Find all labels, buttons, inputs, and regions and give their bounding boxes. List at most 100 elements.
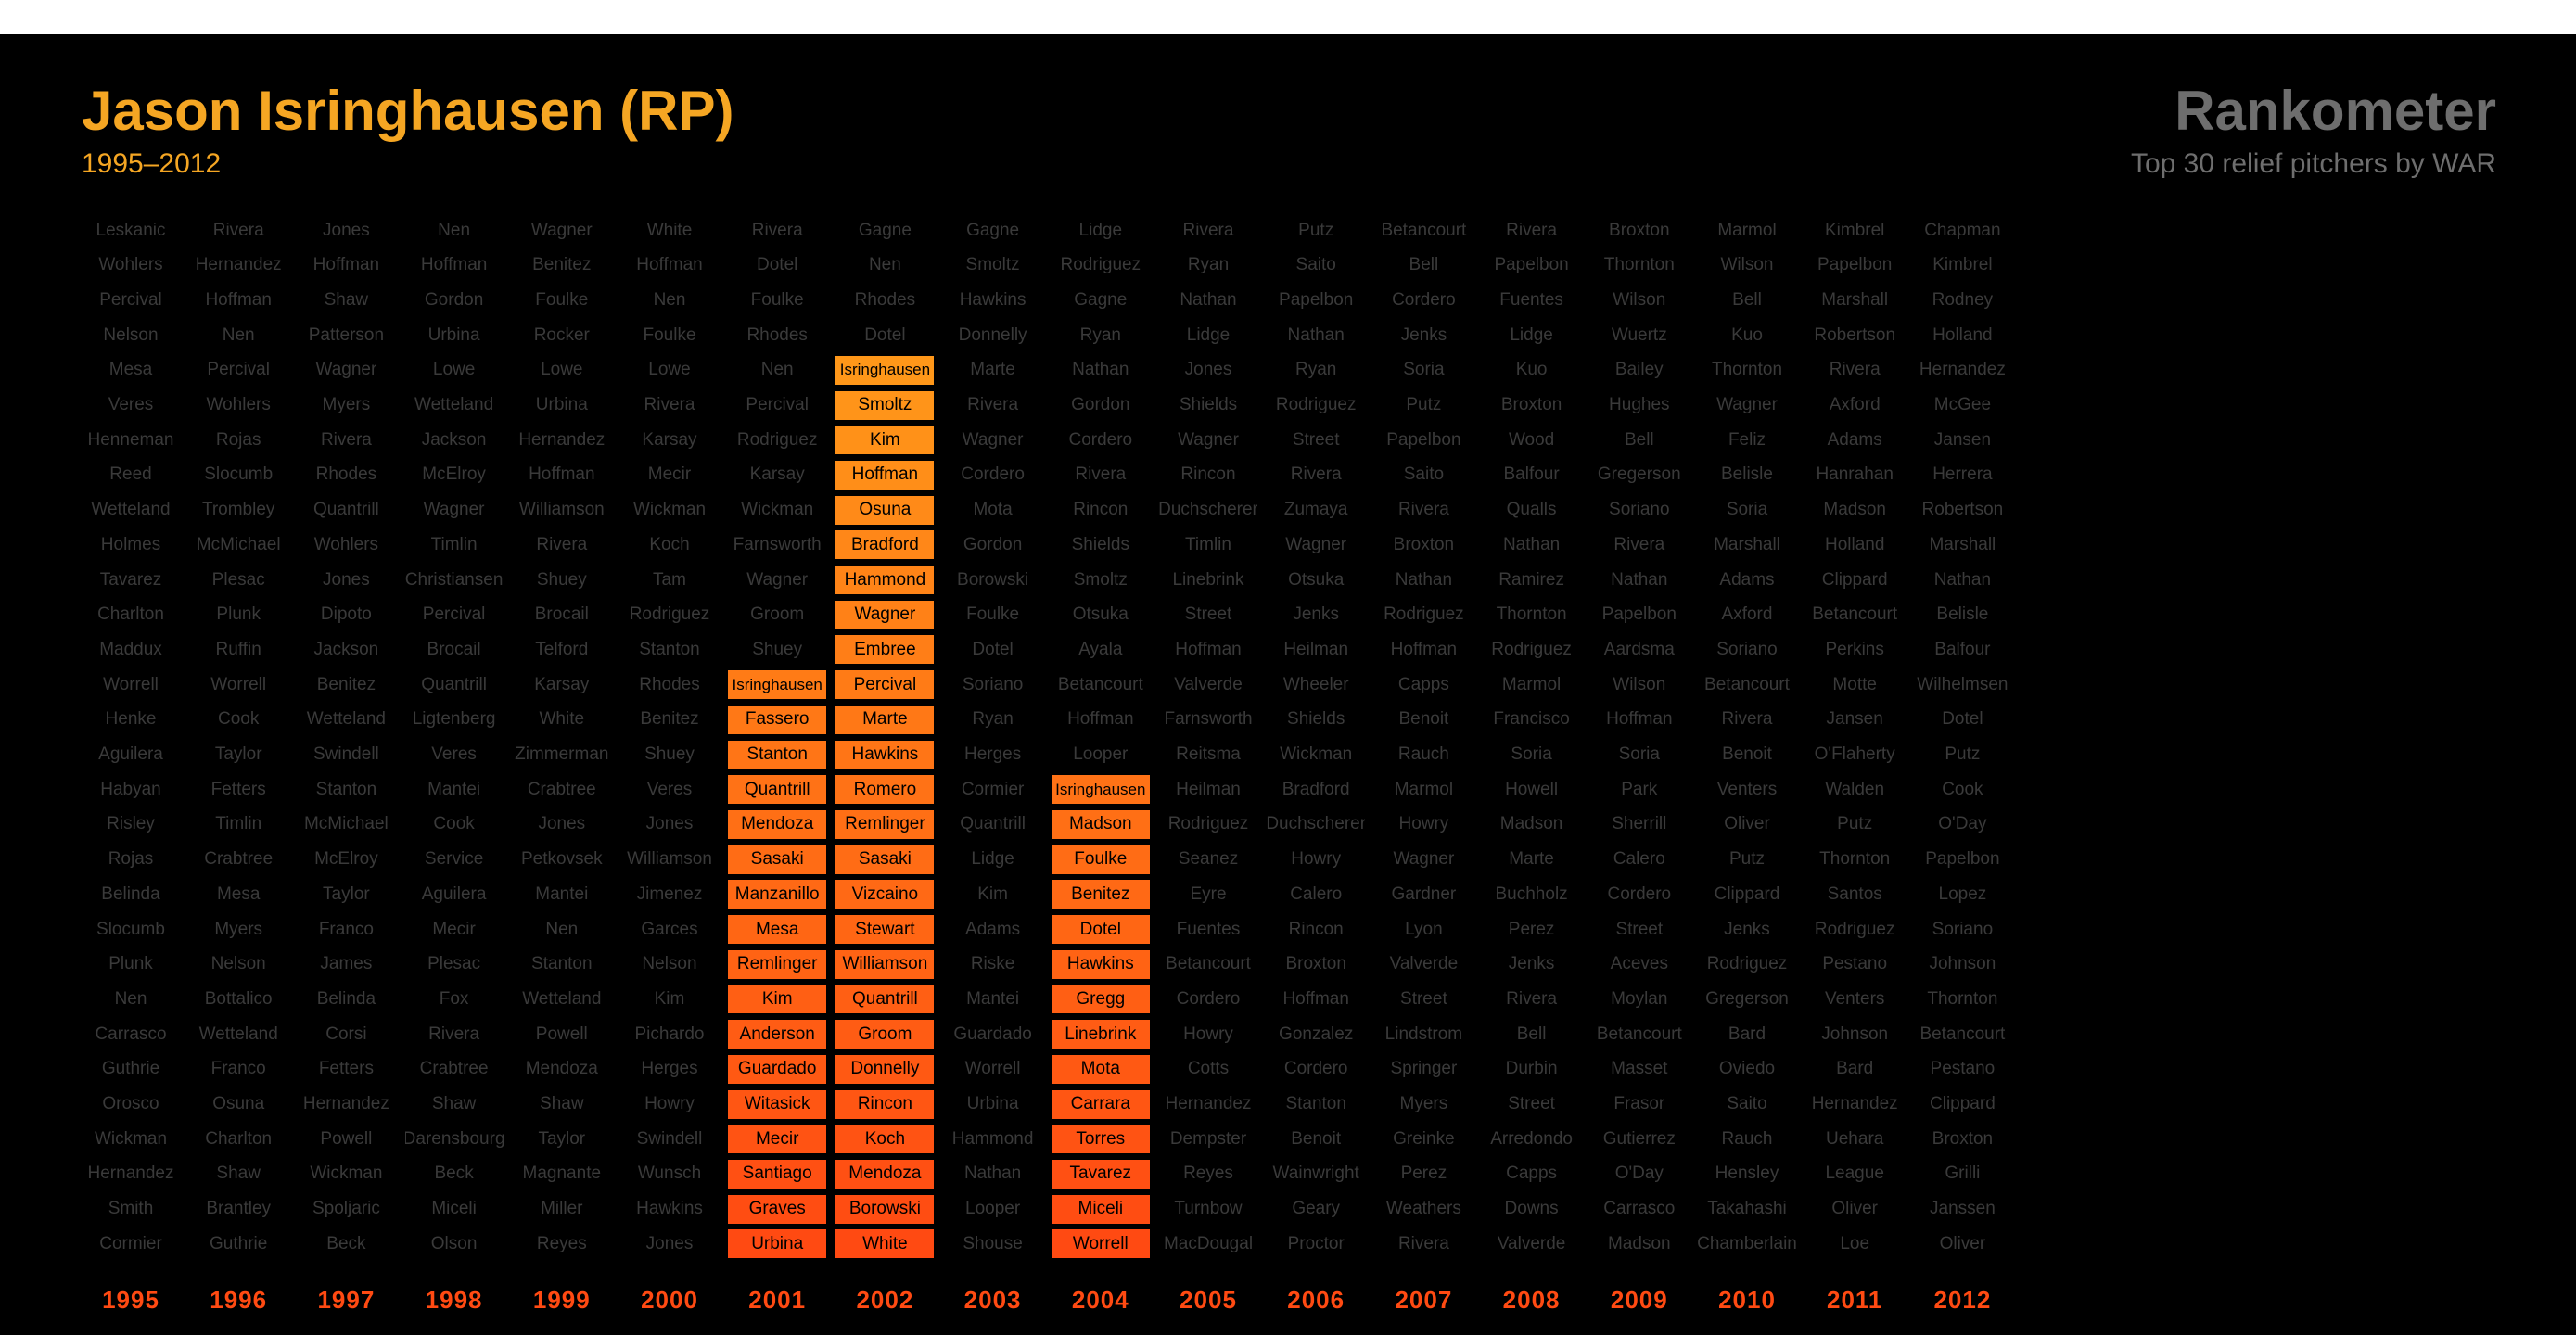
rank-cell: Robertson — [1921, 500, 2004, 520]
rank-cell: Zimmerman — [515, 744, 609, 764]
rank-cell: Nen — [653, 289, 686, 310]
rank-cell: Brocail — [534, 604, 589, 625]
rank-cell: Ryan — [1187, 255, 1230, 275]
rank-cell: Soria — [1618, 744, 1660, 764]
rank-cell: Rincon — [1288, 919, 1344, 939]
rank-cell: Nathan — [1395, 569, 1453, 590]
rank-cell: Bard — [1728, 1024, 1766, 1044]
rank-cell: Rivera — [428, 1024, 480, 1044]
rank-cell: Rivera — [1182, 220, 1234, 240]
rank-cell: Madson — [1823, 500, 1886, 520]
year-label: 1998 — [425, 1285, 483, 1314]
rank-cell: Fetters — [318, 1059, 374, 1079]
rank-cell: Myers — [322, 395, 371, 414]
rank-cell: Fetters — [210, 779, 266, 799]
rank-cell: Timlin — [215, 814, 262, 834]
rank-cell: Linebrink — [1051, 1020, 1150, 1049]
rank-cell: Clippard — [1714, 884, 1780, 904]
rank-cell: Wilhelmsen — [1917, 674, 2009, 694]
rank-cell: Mendoza — [728, 809, 827, 839]
rank-cell: Perez — [1508, 919, 1555, 939]
rank-cell: Osuna — [212, 1094, 265, 1113]
rank-cell: Hensley — [1715, 1163, 1779, 1184]
rank-cell: Rivera — [1829, 360, 1881, 380]
rank-cell: Isringhausen — [835, 355, 935, 385]
rank-cell: Worrell — [1051, 1229, 1150, 1259]
rank-cell: Vizcaino — [835, 880, 935, 909]
rank-cell: Mesa — [108, 360, 153, 380]
rank-cell: Herges — [641, 1059, 698, 1079]
rank-cell: Rivera — [1397, 1233, 1449, 1253]
rank-cell: Fassero — [728, 705, 827, 734]
rank-cell: Wickman — [632, 500, 707, 520]
rank-cell: Trombley — [201, 500, 275, 520]
rank-cell: Duchscherer — [1159, 500, 1257, 520]
rank-cell: Hawkins — [959, 289, 1027, 310]
rank-cell: Lowe — [432, 360, 476, 380]
rank-cell: Jones — [645, 1233, 694, 1253]
rank-cell: Heilman — [1283, 639, 1349, 659]
rank-cell: White — [835, 1229, 935, 1259]
year-label: 2003 — [963, 1285, 1022, 1314]
rank-cell: Tavarez — [1051, 1159, 1150, 1189]
rank-cell: Marte — [1509, 849, 1554, 870]
rank-cell: Mantei — [966, 988, 1020, 1009]
rank-cell: White — [539, 709, 585, 730]
rank-cell: Moylan — [1611, 988, 1668, 1009]
rank-cell: Remlinger — [835, 809, 935, 839]
rank-cell: Service — [424, 849, 484, 870]
rank-cell: Wagner — [1178, 429, 1239, 450]
rank-cell: Powell — [320, 1128, 373, 1149]
rank-cell: Slocumb — [204, 464, 274, 485]
rank-cell: Wilson — [1720, 255, 1774, 275]
rank-cell: Rojas — [108, 849, 154, 870]
rank-cell: Spoljaric — [312, 1199, 380, 1219]
rank-cell: Powell — [535, 1024, 588, 1044]
rank-cell: Brantley — [206, 1199, 272, 1219]
rank-cell: Stanton — [531, 954, 593, 974]
rank-cell: Pestano — [1822, 954, 1888, 974]
rank-cell: Lidge — [1078, 220, 1123, 240]
rank-cell: Rivera — [1506, 988, 1558, 1009]
rank-cell: Soria — [1403, 360, 1445, 380]
rank-cell: Worrell — [210, 674, 267, 694]
rank-cell: McGee — [1933, 395, 1992, 414]
rank-cell: Worrell — [964, 1059, 1021, 1079]
rank-cell: Rivera — [1721, 709, 1773, 730]
rank-cell: Percival — [835, 670, 935, 700]
rank-cell: Anderson — [728, 1020, 827, 1049]
rank-cell: Franco — [210, 1059, 266, 1079]
rank-cell: Jones — [323, 220, 370, 240]
rank-cell: Hoffman — [1067, 709, 1134, 730]
rank-cell: Veres — [431, 744, 477, 764]
rank-cell: Wohlers — [206, 395, 271, 414]
rank-cell: Hernandez — [1919, 360, 2006, 380]
rank-cell: Lidge — [1186, 324, 1231, 345]
rank-cell: White — [646, 220, 693, 240]
rank-cell: Otsuka — [1288, 569, 1345, 590]
year-label: 1995 — [102, 1285, 159, 1314]
rank-cell: Mendoza — [835, 1159, 935, 1189]
rank-cell: Graves — [728, 1194, 827, 1224]
rank-cell: Adams — [965, 919, 1021, 939]
rank-cell: Rivera — [1075, 464, 1127, 485]
rank-cell: Farnsworth — [1164, 709, 1253, 730]
rank-cell: Mecir — [647, 464, 692, 485]
rank-cell: Belinda — [101, 884, 160, 904]
rank-cell: Shaw — [324, 289, 369, 310]
rank-cell: Bailey — [1614, 360, 1664, 380]
rank-cell: Osuna — [835, 495, 935, 525]
rank-cell: Gregerson — [1705, 988, 1789, 1009]
rank-cell: Marmol — [1501, 674, 1562, 694]
rank-cell: Charlton — [97, 604, 164, 625]
rank-cell: Aguilera — [98, 744, 163, 764]
rank-cell: Brocail — [427, 639, 481, 659]
rank-cell: Balfour — [1934, 639, 1991, 659]
rank-cell: Jackson — [421, 429, 487, 450]
rank-cell: Jenks — [1724, 919, 1770, 939]
rank-cell: Slocumb — [96, 919, 165, 939]
chart-title: Jason Isringhausen (RP) — [82, 80, 734, 142]
rank-cell: Reed — [109, 464, 152, 485]
rank-cell: Jansen — [1933, 429, 1992, 450]
rank-cell: Veres — [108, 395, 154, 414]
